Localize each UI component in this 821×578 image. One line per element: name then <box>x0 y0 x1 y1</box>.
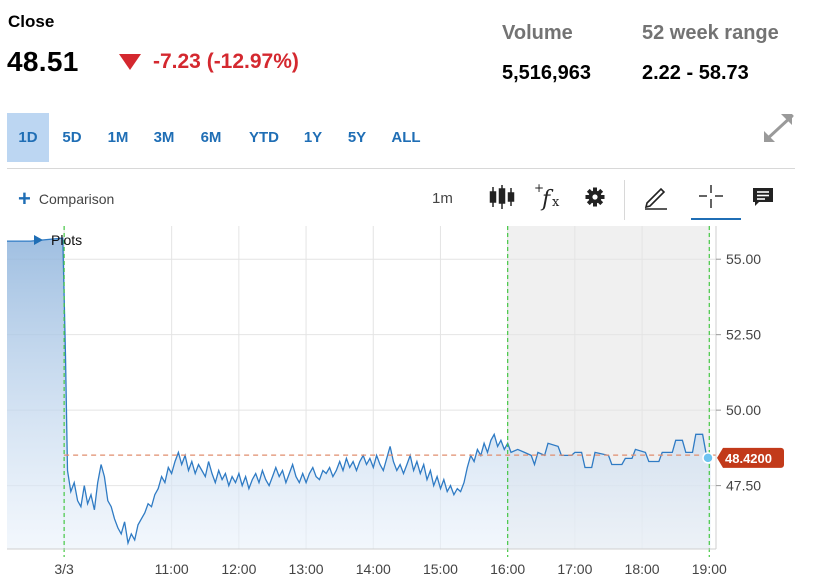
expand-icon[interactable] <box>762 112 796 144</box>
toolbar-separator <box>624 180 625 220</box>
tab-1y[interactable]: 1Y <box>303 129 323 146</box>
active-tool-indicator <box>691 218 741 220</box>
tab-ytd[interactable]: YTD <box>249 129 279 146</box>
x-tick-label: 13:00 <box>289 561 324 577</box>
last-price-tag <box>717 447 784 468</box>
close-label: Close <box>8 12 55 31</box>
y-tick-label: 55.00 <box>726 251 761 267</box>
header-divider <box>7 168 795 169</box>
week-range-label: 52 week range <box>642 22 779 44</box>
plus-icon: + <box>18 186 31 211</box>
volume-value: 5,516,963 <box>502 62 591 84</box>
play-triangle-icon <box>34 235 43 245</box>
volume-label: Volume <box>502 22 573 44</box>
tab-all[interactable]: ALL <box>391 129 421 146</box>
last-price-tag-label: 48.4200 <box>725 451 772 466</box>
tab-3m[interactable]: 3M <box>153 129 175 146</box>
last-price-dot <box>702 452 714 464</box>
crosshair-icon[interactable] <box>697 182 725 212</box>
x-tick-label: 3/3 <box>54 561 74 577</box>
x-tick-label: 12:00 <box>221 561 256 577</box>
x-tick-label: 19:00 <box>692 561 727 577</box>
comparison-button[interactable]: + Comparison <box>18 186 115 211</box>
x-tick-label: 16:00 <box>490 561 525 577</box>
tab-5d[interactable]: 5D <box>62 129 82 146</box>
price-change: -7.23 (-12.97%) <box>153 50 299 73</box>
comment-icon[interactable] <box>750 182 776 212</box>
svg-text:+: + <box>534 182 544 195</box>
price-area-fill <box>7 238 711 549</box>
comparison-label: Comparison <box>38 191 115 207</box>
down-triangle-icon <box>119 54 141 70</box>
y-tick-label: 47.50 <box>726 478 761 494</box>
x-tick-label: 15:00 <box>423 561 458 577</box>
timeframe-tabs: 1D 5D 1M 3M 6M YTD 1Y 5Y ALL <box>7 113 431 162</box>
plots-label: Plots <box>51 232 83 248</box>
x-tick-label: 11:00 <box>155 561 189 577</box>
y-tick-label: 50.00 <box>726 402 761 418</box>
x-tick-label: 18:00 <box>625 561 660 577</box>
pencil-draw-icon[interactable] <box>642 182 670 212</box>
price-line <box>7 237 712 546</box>
candlestick-icon[interactable] <box>488 182 516 212</box>
gear-icon[interactable] <box>583 182 607 212</box>
svg-text:x: x <box>552 195 560 210</box>
week-range-value: 2.22 - 58.73 <box>642 62 749 84</box>
x-tick-label: 14:00 <box>356 561 391 577</box>
interval-selector[interactable]: 1m <box>432 190 453 207</box>
y-tick-label: 52.50 <box>726 327 761 343</box>
tab-6m[interactable]: 6M <box>200 129 222 146</box>
tab-5y[interactable]: 5Y <box>347 129 367 146</box>
x-tick-label: 17:00 <box>557 561 592 577</box>
fx-indicators-icon[interactable]: + f x <box>533 182 563 212</box>
last-price: 48.51 <box>7 46 79 77</box>
tab-1d[interactable]: 1D <box>7 113 49 162</box>
tab-1m[interactable]: 1M <box>107 129 129 146</box>
plots-toggle[interactable]: Plots <box>34 232 82 248</box>
